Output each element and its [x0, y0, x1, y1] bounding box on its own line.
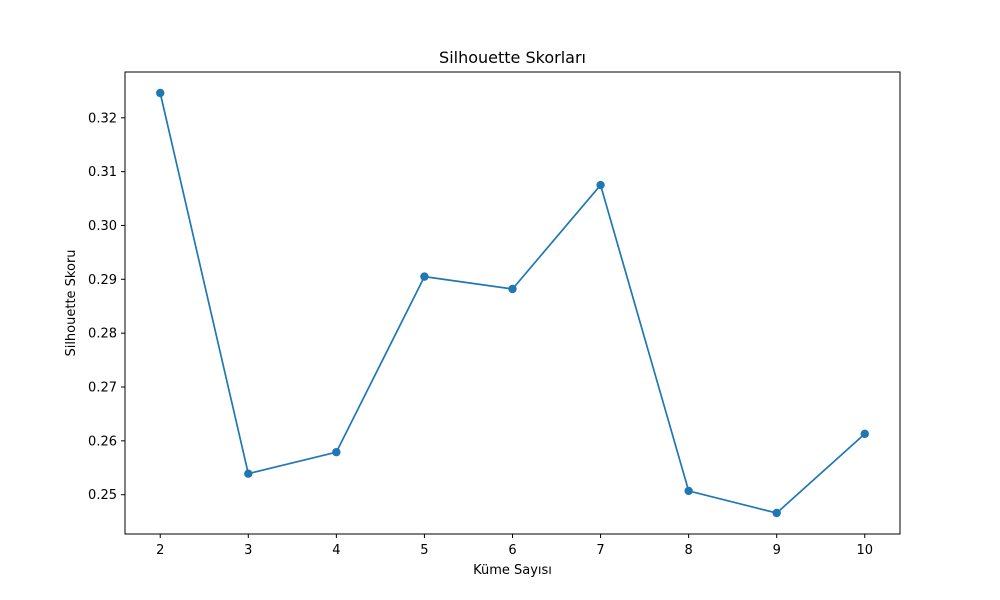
x-tick-label: 7: [596, 543, 604, 558]
plot-area: [156, 88, 869, 518]
data-point: [156, 88, 165, 98]
data-point: [860, 429, 869, 439]
data-point: [332, 447, 341, 457]
x-tick-label: 10: [856, 543, 873, 558]
data-point: [244, 469, 253, 478]
chart-title: Silhouette Skorları: [439, 48, 586, 67]
y-tick-label: 0.25: [88, 488, 117, 503]
x-tick-label: 4: [332, 543, 340, 558]
x-tick-label: 2: [156, 543, 164, 558]
data-point: [772, 508, 781, 518]
y-tick-label: 0.29: [88, 273, 117, 288]
x-tick-label: 3: [244, 543, 252, 558]
x-tick-label: 6: [508, 543, 516, 558]
y-axis-title: Silhouette Skoru: [64, 249, 79, 356]
y-tick-label: 0.27: [88, 381, 117, 396]
y-tick-label: 0.30: [88, 219, 117, 234]
y-tick-label: 0.32: [88, 111, 117, 126]
x-tick-label: 8: [684, 543, 692, 558]
axes: 2 3 4 5 6 7 8 9 10 0.25 0.26 0.27 0.28 0.29 0.30 0.31 0.…: [88, 71, 901, 558]
data-point: [596, 180, 605, 190]
data-point: [508, 284, 517, 294]
y-tick-label: 0.26: [88, 434, 117, 449]
data-point: [420, 272, 429, 281]
data-point: [684, 486, 693, 496]
x-tick-label: 9: [773, 543, 781, 558]
x-axis-title: Küme Sayısı: [473, 563, 552, 578]
y-tick-label: 0.28: [88, 327, 117, 342]
y-tick-label: 0.31: [88, 165, 117, 180]
x-tick-label: 5: [420, 543, 428, 558]
